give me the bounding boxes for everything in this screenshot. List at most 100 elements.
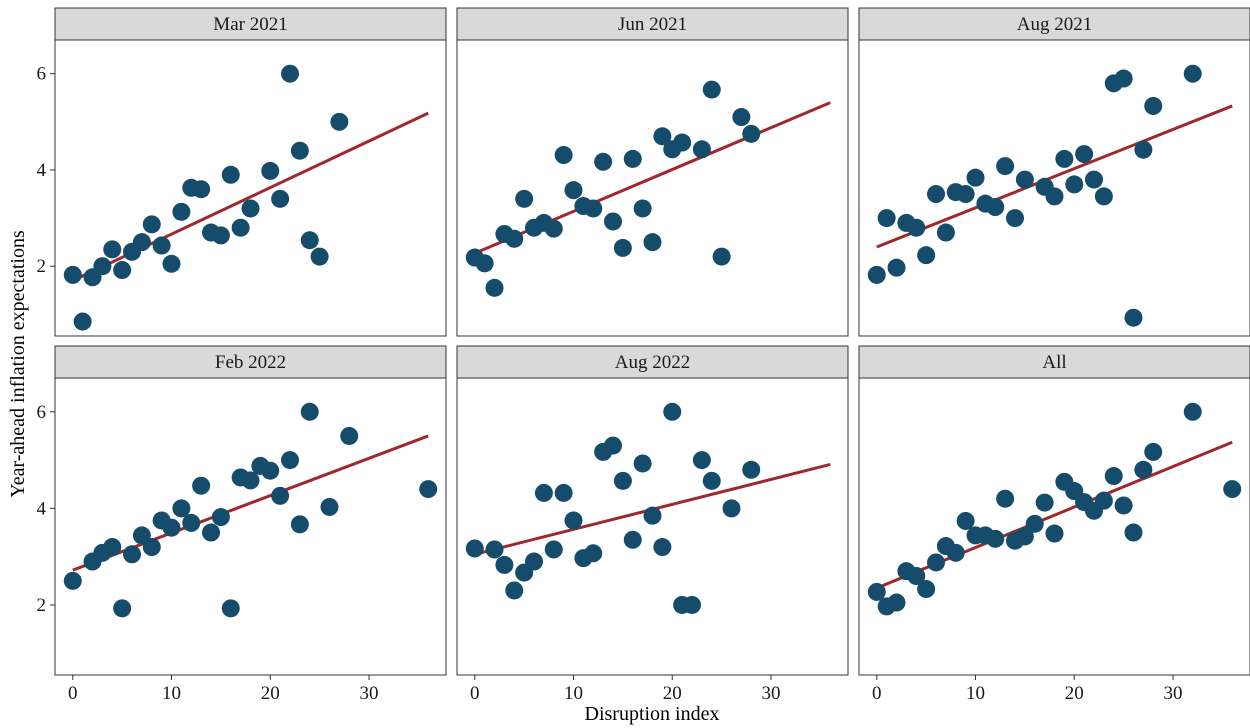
point-aug-2021-19 [1065,175,1084,194]
point-jun-2021-21 [673,133,692,152]
point-mar-2021-8 [142,215,161,234]
point-aug-2021-24 [1114,69,1133,88]
x-tick-label-aug-2022-20: 20 [663,683,682,704]
panel-area-feb-2022 [54,377,447,676]
point-mar-2021-18 [241,199,260,218]
point-jun-2021-16 [623,149,642,168]
point-aug-2021-25 [1124,308,1143,327]
point-aug-2021-22 [1094,187,1113,206]
panel-mar-2021: Mar 2021 2 4 6 [37,7,447,337]
point-jun-2021-18 [643,233,662,252]
panel-feb-2022: Feb 2022 2 4 6 0 10 20 30 [37,345,447,704]
point-all-17 [1035,493,1054,512]
point-jun-2021-14 [604,212,623,231]
point-aug-2022-13 [604,436,623,455]
x-tick-label-all-10: 10 [966,683,985,704]
point-mar-2021-4 [103,240,122,259]
x-tick-label-feb-2022-10: 10 [162,683,181,704]
point-jun-2021-17 [633,199,652,218]
point-aug-2021-2 [887,258,906,277]
point-feb-2022-4 [113,599,132,618]
strip-label-mar-2021: Mar 2021 [213,14,287,35]
point-feb-2022-26 [419,480,438,499]
point-aug-2021-14 [1006,209,1025,228]
point-all-29 [1183,402,1202,421]
point-feb-2022-19 [261,461,280,480]
point-all-8 [946,543,965,562]
point-all-30 [1223,480,1242,499]
strip-label-feb-2022: Feb 2022 [215,352,286,373]
y-tick-label-mar-2021-2: 2 [37,256,47,277]
point-aug-2022-9 [564,511,583,530]
point-jun-2021-9 [554,146,573,165]
point-feb-2022-20 [271,486,290,505]
x-tick-label-aug-2022-0: 0 [470,683,480,704]
point-aug-2021-5 [917,246,936,265]
point-aug-2022-18 [653,538,672,557]
point-aug-2022-1 [485,540,504,559]
point-feb-2022-14 [211,508,230,527]
point-feb-2022-23 [300,402,319,421]
point-all-2 [887,593,906,612]
point-feb-2022-0 [63,571,82,590]
point-jun-2021-26 [742,124,761,143]
point-aug-2022-2 [495,555,514,574]
point-feb-2022-5 [123,545,142,564]
point-aug-2022-6 [534,483,553,502]
point-jun-2021-12 [584,199,603,218]
point-aug-2022-23 [702,471,721,490]
point-feb-2022-7 [142,538,161,557]
point-mar-2021-24 [310,247,329,266]
point-all-12 [986,529,1005,548]
point-all-23 [1094,491,1113,510]
point-mar-2021-1 [73,312,92,331]
x-tick-label-aug-2022-10: 10 [564,683,583,704]
point-mar-2021-16 [221,165,240,184]
point-aug-2022-0 [465,539,484,558]
strip-feb-2022 [54,345,447,379]
point-all-15 [1015,527,1034,546]
point-aug-2021-0 [867,265,886,284]
point-aug-2022-3 [505,581,524,600]
x-tick-label-feb-2022-20: 20 [261,683,280,704]
point-aug-2022-22 [692,451,711,470]
panel-area-mar-2021 [54,39,447,337]
strip-jun-2021 [456,7,849,41]
point-all-27 [1134,460,1153,479]
point-jun-2021-22 [692,140,711,159]
point-aug-2021-13 [996,157,1015,176]
point-feb-2022-3 [103,538,122,557]
point-aug-2021-18 [1055,149,1074,168]
point-feb-2022-22 [290,515,309,534]
point-aug-2022-25 [742,460,761,479]
point-all-5 [917,580,936,599]
point-mar-2021-5 [113,261,132,280]
point-aug-2021-1 [877,209,896,228]
point-all-18 [1045,524,1064,543]
point-all-0 [867,582,886,601]
point-jun-2021-5 [515,189,534,208]
point-all-16 [1025,514,1044,533]
point-all-6 [927,553,946,572]
point-jun-2021-2 [485,278,504,297]
point-jun-2021-25 [732,108,751,127]
point-aug-2021-21 [1084,170,1103,189]
point-aug-2021-20 [1075,145,1094,164]
point-aug-2022-19 [663,402,682,421]
point-all-4 [907,567,926,585]
point-aug-2022-7 [544,540,563,559]
point-aug-2021-26 [1134,140,1153,159]
point-jun-2021-8 [544,219,563,238]
point-mar-2021-9 [152,236,171,255]
strip-label-aug-2022: Aug 2022 [615,352,690,373]
panel-aug-2022: Aug 2022 0 10 20 30 [456,345,849,704]
point-aug-2022-16 [633,454,652,473]
point-mar-2021-11 [172,202,191,221]
point-jun-2021-13 [594,152,613,171]
strip-aug-2021 [858,7,1250,41]
point-all-13 [996,489,1015,508]
x-axis-title: Disruption index [585,703,720,725]
point-feb-2022-12 [192,476,211,495]
point-aug-2021-9 [956,185,975,204]
